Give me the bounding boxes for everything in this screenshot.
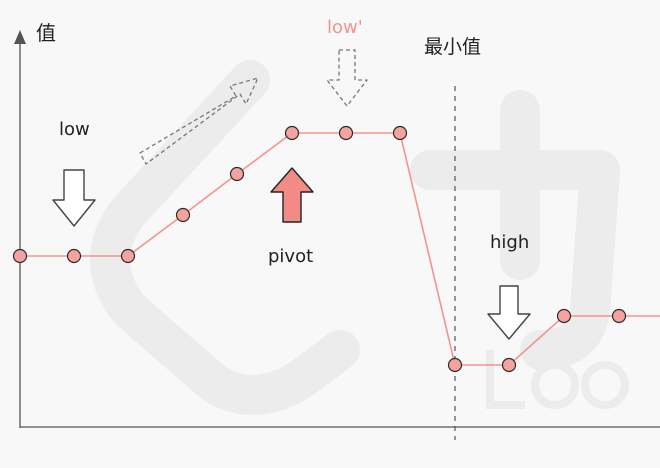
- watermark-logo: [90, 60, 620, 415]
- data-point: [175, 207, 191, 223]
- low-label: low: [59, 119, 90, 140]
- high-label: high: [490, 232, 529, 253]
- low-prime-dashed-down-arrow-icon: [326, 49, 368, 107]
- data-point: [556, 308, 572, 324]
- data-point: [12, 248, 28, 264]
- high-down-arrow-icon: [487, 285, 531, 340]
- data-point: [284, 125, 300, 141]
- data-point: [447, 357, 463, 373]
- data-point: [501, 357, 517, 373]
- data-point: [611, 308, 627, 324]
- data-point: [66, 248, 82, 264]
- low-down-arrow-icon: [52, 169, 96, 227]
- data-point: [229, 166, 245, 182]
- y-axis-label: 值: [36, 21, 56, 45]
- data-points: [12, 125, 627, 373]
- move-direction-dashed-arrow-icon: [139, 77, 259, 165]
- y-axis-arrowhead: [14, 30, 26, 44]
- watermark-text: [486, 350, 629, 409]
- minimum-label: 最小值: [424, 36, 481, 58]
- pivot-label: pivot: [268, 246, 313, 267]
- data-point: [392, 125, 408, 141]
- low-prime-label: low': [327, 17, 363, 38]
- data-point: [338, 125, 354, 141]
- pivot-up-arrow-icon: [270, 167, 314, 223]
- data-point: [120, 248, 136, 264]
